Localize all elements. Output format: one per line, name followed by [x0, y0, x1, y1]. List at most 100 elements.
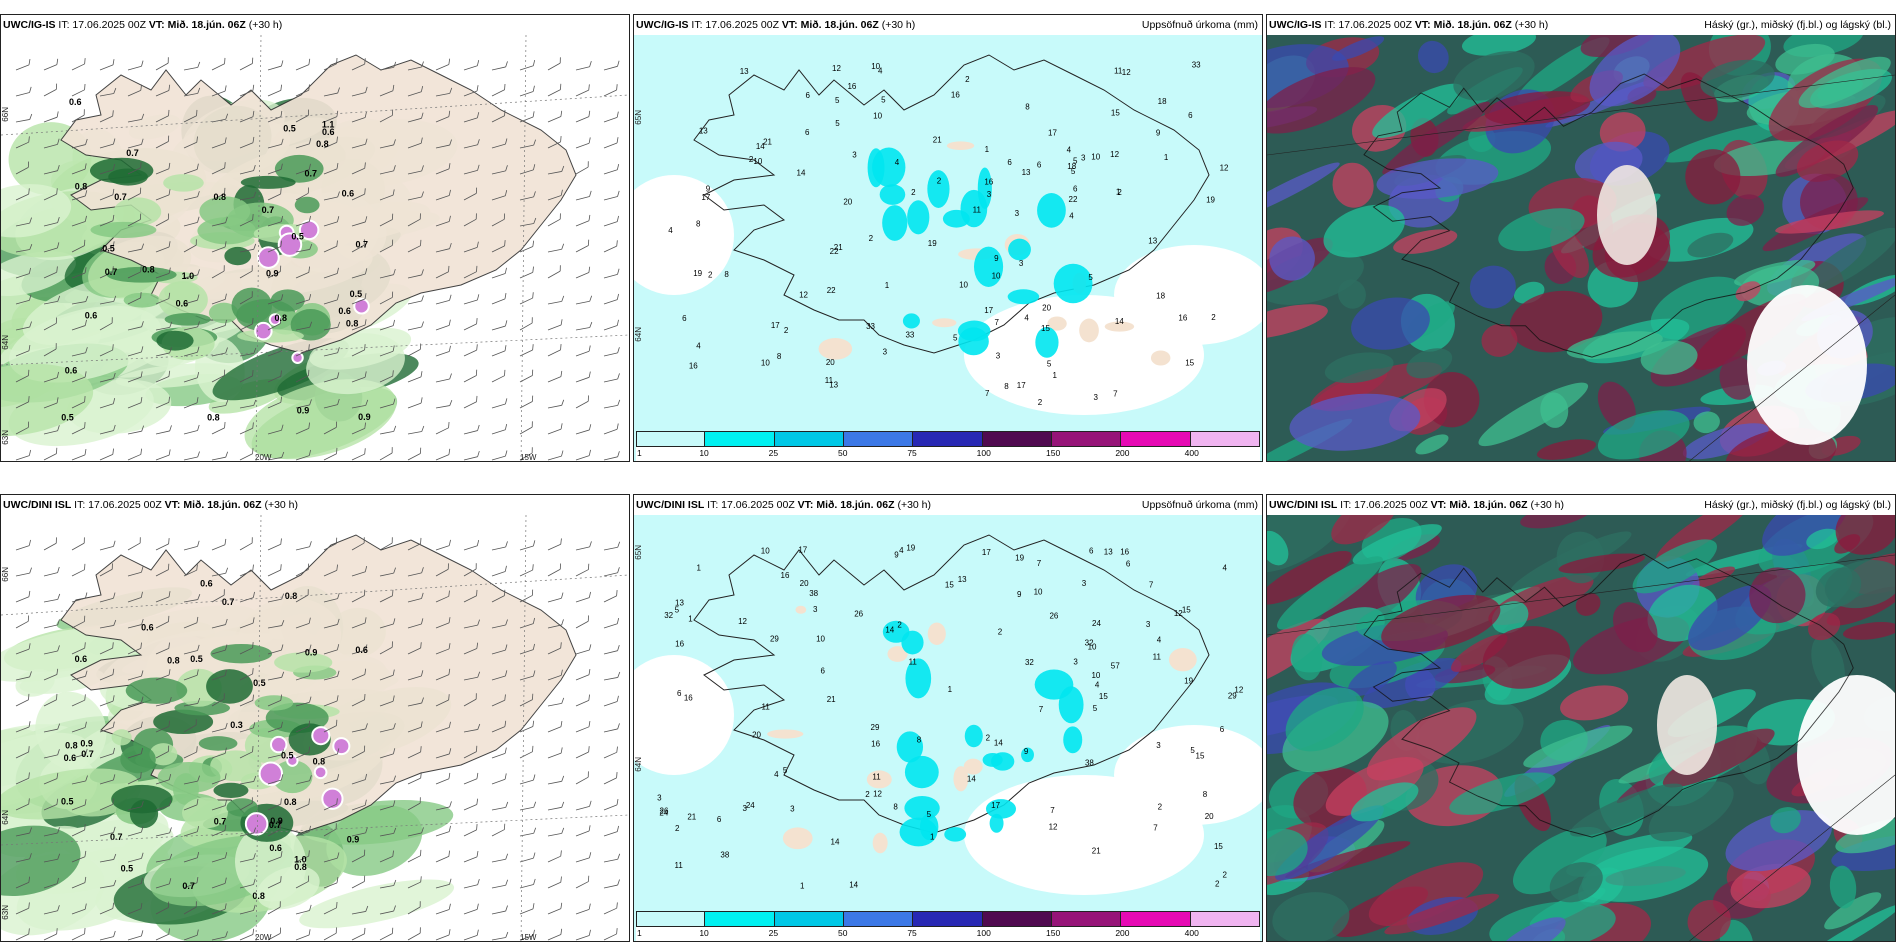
wind-shade: [254, 695, 294, 711]
wind-barb: [183, 424, 200, 435]
wind-barb: [15, 721, 31, 733]
cloud-map[interactable]: [1267, 515, 1895, 941]
precip-value-label: 16: [675, 639, 684, 648]
precip-value-label: 24: [659, 809, 668, 818]
wind-barb: [183, 136, 198, 149]
wind-barb: [15, 449, 32, 461]
wind-barb: [323, 537, 338, 551]
wind-barb: [603, 928, 618, 941]
precip-value-label: 24: [1092, 619, 1101, 628]
wind-map[interactable]: 0.7 0.5 0.6 0.9 0.8 0.5 0.7 0.6 0.9 1.0 0.8 0.5 0.6 0…: [1, 515, 629, 941]
cloud-shade: [1719, 919, 1754, 941]
wind-barb: [323, 321, 341, 331]
wind-barb: [407, 371, 423, 383]
precip-value-label: 5: [927, 810, 932, 819]
wind-barb: [43, 693, 58, 707]
clear-sky-area: [1597, 165, 1657, 265]
wind-value-label: 0.6: [75, 654, 88, 664]
precip-value-label: 8: [724, 270, 729, 279]
dry-patch: [953, 766, 969, 792]
wind-barb: [351, 875, 366, 889]
precip-value-label: 9: [706, 184, 711, 193]
precip-blob: [882, 620, 910, 643]
wind-barb: [547, 399, 565, 409]
lead-time: (+30 h): [897, 499, 932, 511]
wind-barb: [323, 447, 338, 461]
panel-header: UWC/DINI ISL IT: 17.06.2025 00Z VT: Mið.…: [634, 495, 1262, 515]
valid-time: Mið. 18.jún. 06Z: [1449, 499, 1528, 511]
wind-barb: [519, 85, 535, 97]
wind-barb: [15, 294, 32, 305]
iceland-outline: [693, 534, 1210, 834]
map-canvas: 0.80.60.70.90.60.50.80.71.00.50.60.91.10…: [1, 35, 629, 461]
wind-barb: [575, 771, 589, 785]
wind-barb: [127, 292, 142, 305]
precip-value-label: 10: [992, 271, 1001, 280]
precip-map[interactable]: 1 2 3 5 3 4 5 6 7 8 12 10 13 16 14 9 11 22 20 19 17 15 21 18 33 2…: [634, 35, 1262, 461]
wind-barb: [603, 771, 618, 785]
wind-map[interactable]: 0.8 0.6 0.7 0.9 0.6 0.5 0.8 0.7 1.0 0.5 0.6 0.9 1.1 0…: [1, 35, 629, 461]
wind-barb: [519, 903, 535, 915]
wind-barb: [323, 57, 338, 71]
wind-shade: [299, 879, 455, 929]
wind-value-label: 0.5: [121, 863, 134, 873]
wind-barb: [435, 448, 451, 461]
wind-barb: [239, 797, 253, 811]
wind-barb: [379, 827, 397, 837]
wind-barb: [239, 617, 255, 629]
precip-blob: [882, 205, 908, 241]
wind-barb: [15, 369, 30, 383]
precip-value-label: 29: [770, 634, 779, 643]
wind-barb: [15, 615, 29, 629]
wind-barb: [379, 425, 397, 435]
wind-barb: [435, 58, 451, 71]
wind-barb: [351, 723, 368, 733]
wind-barb: [127, 670, 144, 681]
precip-value-label: 14: [797, 168, 806, 177]
wind-barb: [267, 138, 284, 149]
wind-barb: [435, 772, 451, 785]
wind-barb: [575, 668, 591, 681]
precip-value-label: 15: [1099, 692, 1108, 701]
wind-barb: [239, 878, 256, 889]
precip-value-label: 2: [965, 75, 970, 84]
wind-barb: [211, 241, 227, 253]
wind-barb: [435, 215, 451, 227]
precip-value-label: 6: [1007, 158, 1012, 167]
wind-barb: [323, 592, 340, 603]
cloud-shade: [1285, 687, 1364, 752]
wind-barb: [491, 931, 509, 941]
cloud-map[interactable]: [1267, 35, 1895, 461]
wind-barb: [267, 619, 285, 629]
wind-barb: [491, 450, 508, 461]
precip-value-label: 11: [973, 205, 982, 214]
wind-barb: [99, 902, 115, 915]
wind-barb: [183, 191, 200, 201]
precip-value-label: 5: [1073, 157, 1078, 166]
colorbar-tick-label: 400: [1184, 448, 1199, 458]
lat-label: 63N: [1, 905, 10, 920]
wind-barb: [71, 903, 87, 915]
wind-barb: [463, 693, 477, 707]
wind-barb: [491, 773, 507, 785]
wind-barb: [99, 879, 117, 889]
precip-value-label: 4: [895, 158, 900, 167]
wind-barb: [71, 927, 86, 941]
precip-value-label: 4: [1067, 145, 1072, 154]
wind-value-label: 1.0: [182, 271, 195, 281]
wind-barb: [43, 877, 59, 889]
wind-barb: [435, 617, 451, 629]
wind-barb: [379, 109, 394, 123]
wind-barb: [603, 240, 618, 253]
wind-barb: [575, 190, 592, 201]
wind-barb: [603, 163, 620, 175]
precip-value-label: 2: [784, 326, 789, 335]
wind-barb: [463, 929, 479, 941]
precip-map[interactable]: 2 1 3 4 5 6 7 8 10 12 14 13 15 16 19 21 26 29 20 32 38 24 17 11…: [634, 515, 1262, 941]
wind-barb: [43, 772, 59, 785]
wind-barb: [603, 60, 620, 71]
wind-barb: [351, 216, 368, 227]
precip-value-label: 17: [701, 193, 710, 202]
wind-barb: [155, 84, 171, 97]
wind-barb: [183, 851, 200, 863]
